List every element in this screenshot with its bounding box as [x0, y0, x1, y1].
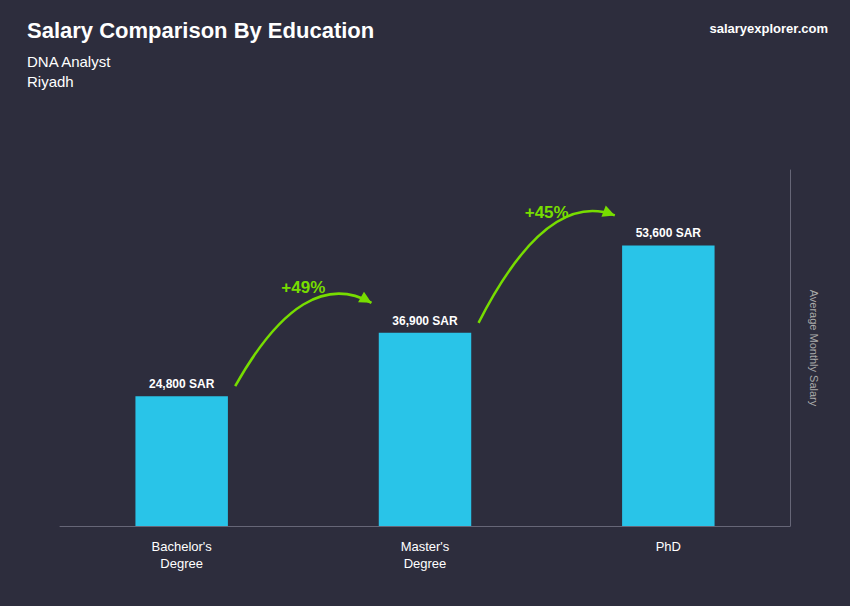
svg-text:53,600 SAR: 53,600 SAR: [636, 226, 702, 240]
svg-text:+49%: +49%: [281, 278, 325, 297]
svg-text:salaryexplorer.com: salaryexplorer.com: [709, 21, 828, 36]
svg-text:+45%: +45%: [525, 203, 569, 222]
svg-text:Master's: Master's: [401, 539, 450, 554]
svg-text:Salary Comparison By Education: Salary Comparison By Education: [27, 18, 374, 43]
svg-text:DNA Analyst: DNA Analyst: [27, 53, 111, 70]
svg-text:24,800 SAR: 24,800 SAR: [149, 377, 215, 391]
svg-text:Degree: Degree: [160, 556, 203, 571]
svg-text:36,900 SAR: 36,900 SAR: [392, 314, 458, 328]
svg-text:Bachelor's: Bachelor's: [152, 539, 213, 554]
svg-text:Degree: Degree: [404, 556, 447, 571]
svg-text:Riyadh: Riyadh: [27, 73, 74, 90]
svg-text:PhD: PhD: [656, 539, 681, 554]
svg-text:Average Monthly Salary: Average Monthly Salary: [808, 290, 820, 407]
